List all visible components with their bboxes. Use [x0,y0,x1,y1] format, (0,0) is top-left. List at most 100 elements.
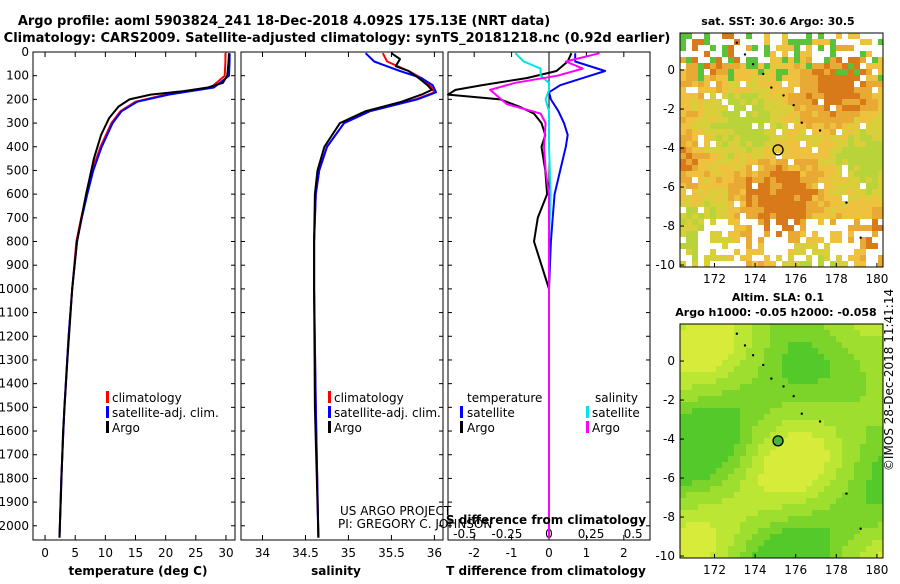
map-cell [866,63,872,69]
map-cell [782,45,788,51]
map-cell [770,498,776,504]
map-cell [848,39,854,45]
map-cell [722,462,728,468]
map-cell [722,111,728,117]
map-cell [800,87,806,93]
map-cell [860,336,866,342]
map-cell [740,237,746,243]
map-cell [752,348,758,354]
map-cell [776,342,782,348]
map-cell [860,414,866,420]
map-cell [764,153,770,159]
map-cell [872,432,878,438]
map-cell [794,195,800,201]
map-cell [866,45,872,51]
map-cell [830,123,836,129]
map-cell [758,360,764,366]
map-cell [698,195,704,201]
map-cell [728,432,734,438]
map-cell [812,456,818,462]
map-cell [680,159,686,165]
series-line-argo [58,53,230,538]
map-cell [758,117,764,123]
map-cell [722,546,728,552]
map-cell [812,432,818,438]
map-cell [878,402,883,408]
legend-label-satellite: satellite-adj. clim. [334,406,441,420]
map-x-tick-label: 172 [703,563,726,577]
map-cell [830,231,836,237]
map-cell [842,111,848,117]
map-cell [770,546,776,552]
map-cell [692,201,698,207]
map-cell [836,492,842,498]
map-cell [692,195,698,201]
map-cell [782,420,788,426]
map-cell [818,129,824,135]
map-cell [758,540,764,546]
map-x-tick-label: 174 [744,563,767,577]
map-cell [812,135,818,141]
map-cell [740,516,746,522]
map-cell [722,159,728,165]
map-cell [740,225,746,231]
map-cell [752,498,758,504]
map-cell [878,45,883,51]
map-cell [812,468,818,474]
map-cell [752,540,758,546]
map-cell [698,213,704,219]
map-cell [758,129,764,135]
map-cell [704,414,710,420]
map-cell [842,486,848,492]
map-cell [722,243,728,249]
map-cell [800,408,806,414]
map-cell [812,336,818,342]
map-cell [758,486,764,492]
map-cell [758,552,764,558]
map-cell [866,414,872,420]
map-cell [830,105,836,111]
map-cell [848,255,854,261]
map-cell [686,360,692,366]
map-cell [716,87,722,93]
map-cell [788,462,794,468]
map-cell [800,426,806,432]
map-cell [806,213,812,219]
map-cell [770,348,776,354]
map-cell [776,528,782,534]
legend-swatch-climatology [328,391,331,403]
map-cell [800,153,806,159]
map-cell [830,330,836,336]
map-cell [818,498,824,504]
map-cell [770,225,776,231]
map-cell [752,135,758,141]
map-cell [764,87,770,93]
map-cell [740,402,746,408]
map-cell [824,330,830,336]
map-cell [686,135,692,141]
map-cell [848,63,854,69]
map-cell [836,342,842,348]
map-cell [800,219,806,225]
map-cell [818,183,824,189]
map-cell [782,87,788,93]
map-cell [860,408,866,414]
map-cell [770,504,776,510]
map-cell [728,195,734,201]
map-cell [734,396,740,402]
map-cell [686,201,692,207]
map-cell [734,408,740,414]
map-cell [794,201,800,207]
map-cell [764,438,770,444]
map-cell [740,396,746,402]
map-cell [830,510,836,516]
map-cell [836,486,842,492]
map-cell [746,492,752,498]
map-cell [800,201,806,207]
map-cell [842,69,848,75]
map-cell [872,516,878,522]
map-cell [854,99,860,105]
map-cell [812,360,818,366]
map-cell [686,237,692,243]
map-cell [818,243,824,249]
